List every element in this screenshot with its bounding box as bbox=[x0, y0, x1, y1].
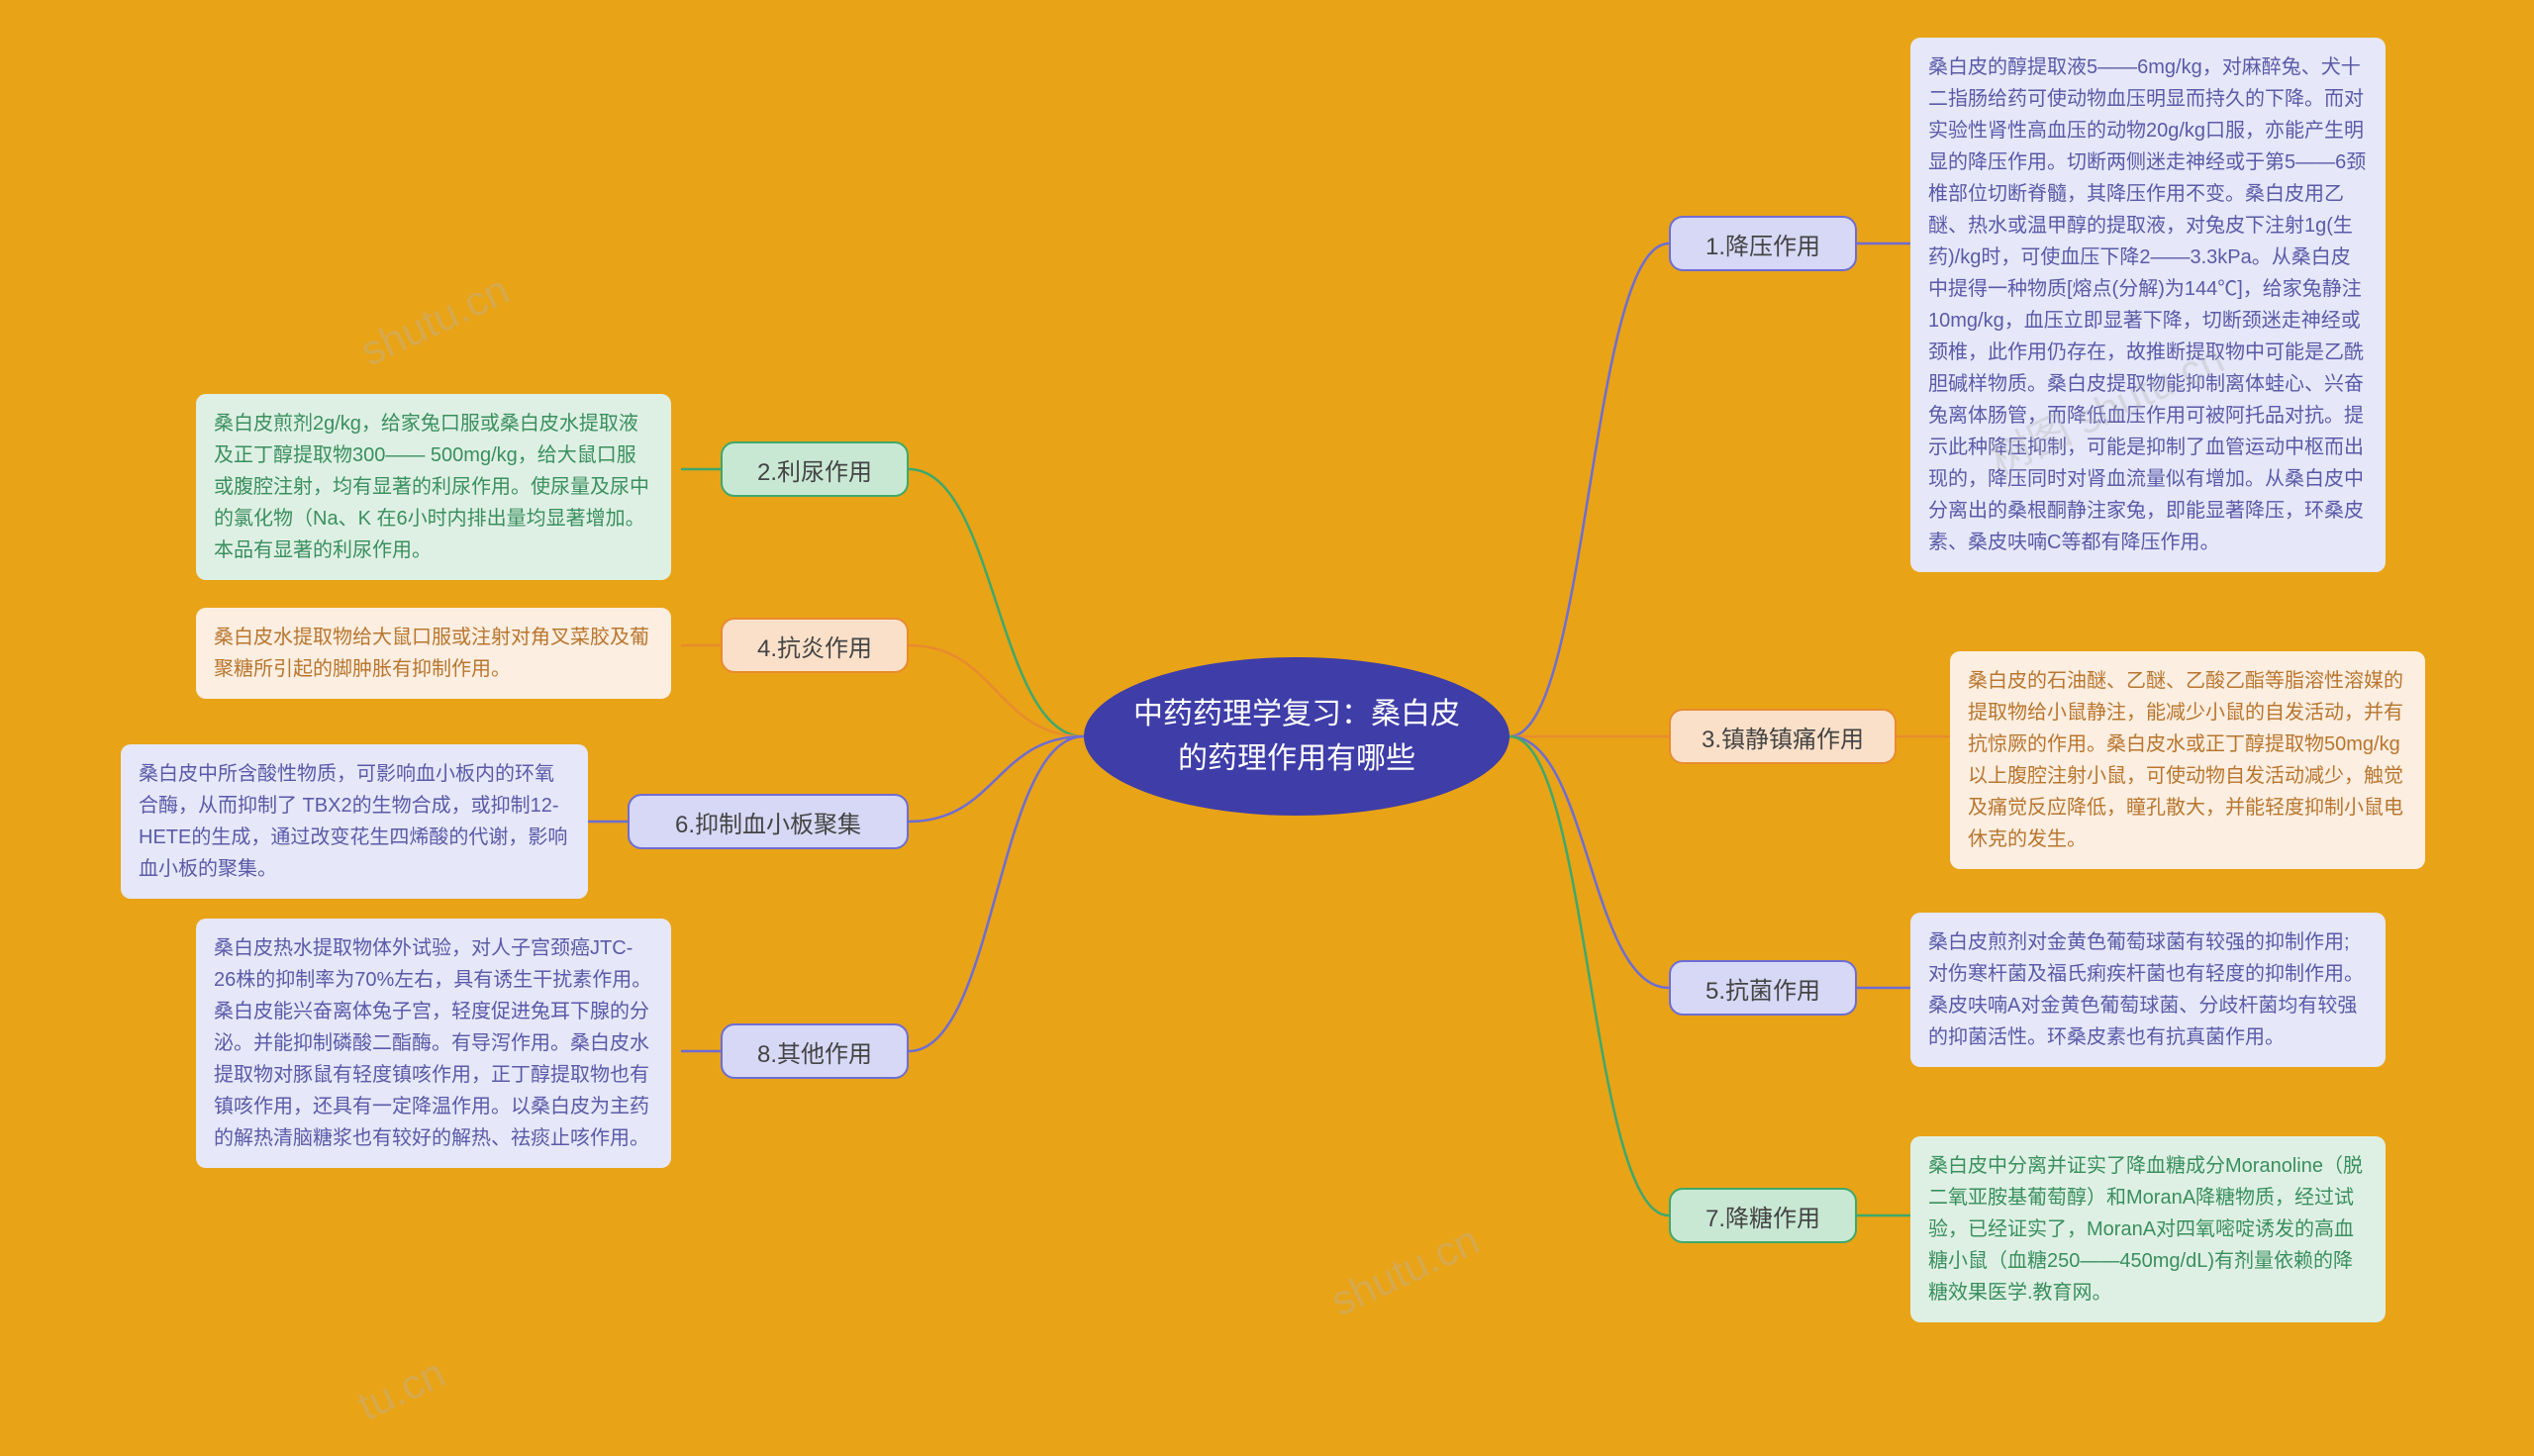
leaf-node-b4: 桑白皮水提取物给大鼠口服或注射对角叉菜胶及葡聚糖所引起的脚肿胀有抑制作用。 bbox=[196, 608, 671, 699]
branch-label: 6.抑制血小板聚集 bbox=[675, 805, 861, 839]
branch-label: 3.镇静镇痛作用 bbox=[1702, 720, 1864, 754]
leaf-node-b1: 桑白皮的醇提取液5——6mg/kg，对麻醉兔、犬十二指肠给药可使动物血压明显而持… bbox=[1910, 38, 2386, 572]
branch-node-b3: 3.镇静镇痛作用 bbox=[1669, 709, 1897, 764]
center-text: 中药药理学复习：桑白皮的药理作用有哪些 bbox=[1123, 692, 1470, 781]
watermark: shutu.cn bbox=[1323, 1216, 1486, 1326]
branch-label: 1.降压作用 bbox=[1706, 227, 1820, 261]
leaf-node-b2: 桑白皮煎剂2g/kg，给家兔口服或桑白皮水提取液及正丁醇提取物300—— 500… bbox=[196, 394, 671, 580]
leaf-node-b7: 桑白皮中分离并证实了降血糖成分Moranoline（脱二氧亚胺基葡萄醇）和Mor… bbox=[1910, 1136, 2386, 1322]
leaf-node-b8: 桑白皮热水提取物体外试验，对人子宫颈癌JTC-26株的抑制率为70%左右，具有诱… bbox=[196, 919, 671, 1168]
branch-label: 8.其他作用 bbox=[757, 1034, 872, 1069]
watermark: shutu.cn bbox=[353, 266, 516, 376]
branch-label: 4.抗炎作用 bbox=[757, 629, 872, 663]
leaf-node-b5: 桑白皮煎剂对金黄色葡萄球菌有较强的抑制作用;对伤寒杆菌及福氏痢疾杆菌也有轻度的抑… bbox=[1910, 913, 2386, 1067]
branch-label: 7.降糖作用 bbox=[1706, 1199, 1820, 1233]
leaf-node-b3: 桑白皮的石油醚、乙醚、乙酸乙酯等脂溶性溶媒的提取物给小鼠静注，能减少小鼠的自发活… bbox=[1950, 651, 2425, 869]
watermark: tu.cn bbox=[350, 1349, 452, 1430]
branch-node-b6: 6.抑制血小板聚集 bbox=[628, 794, 909, 849]
center-node: 中药药理学复习：桑白皮的药理作用有哪些 bbox=[1084, 657, 1510, 816]
branch-node-b7: 7.降糖作用 bbox=[1669, 1188, 1857, 1243]
branch-node-b8: 8.其他作用 bbox=[721, 1023, 909, 1079]
branch-node-b2: 2.利尿作用 bbox=[721, 441, 909, 497]
branch-node-b1: 1.降压作用 bbox=[1669, 216, 1857, 271]
branch-label: 2.利尿作用 bbox=[757, 452, 872, 487]
branch-node-b4: 4.抗炎作用 bbox=[721, 618, 909, 673]
leaf-node-b6: 桑白皮中所含酸性物质，可影响血小板内的环氧合酶，从而抑制了 TBX2的生物合成，… bbox=[121, 744, 588, 899]
branch-node-b5: 5.抗菌作用 bbox=[1669, 960, 1857, 1016]
branch-label: 5.抗菌作用 bbox=[1706, 971, 1820, 1006]
